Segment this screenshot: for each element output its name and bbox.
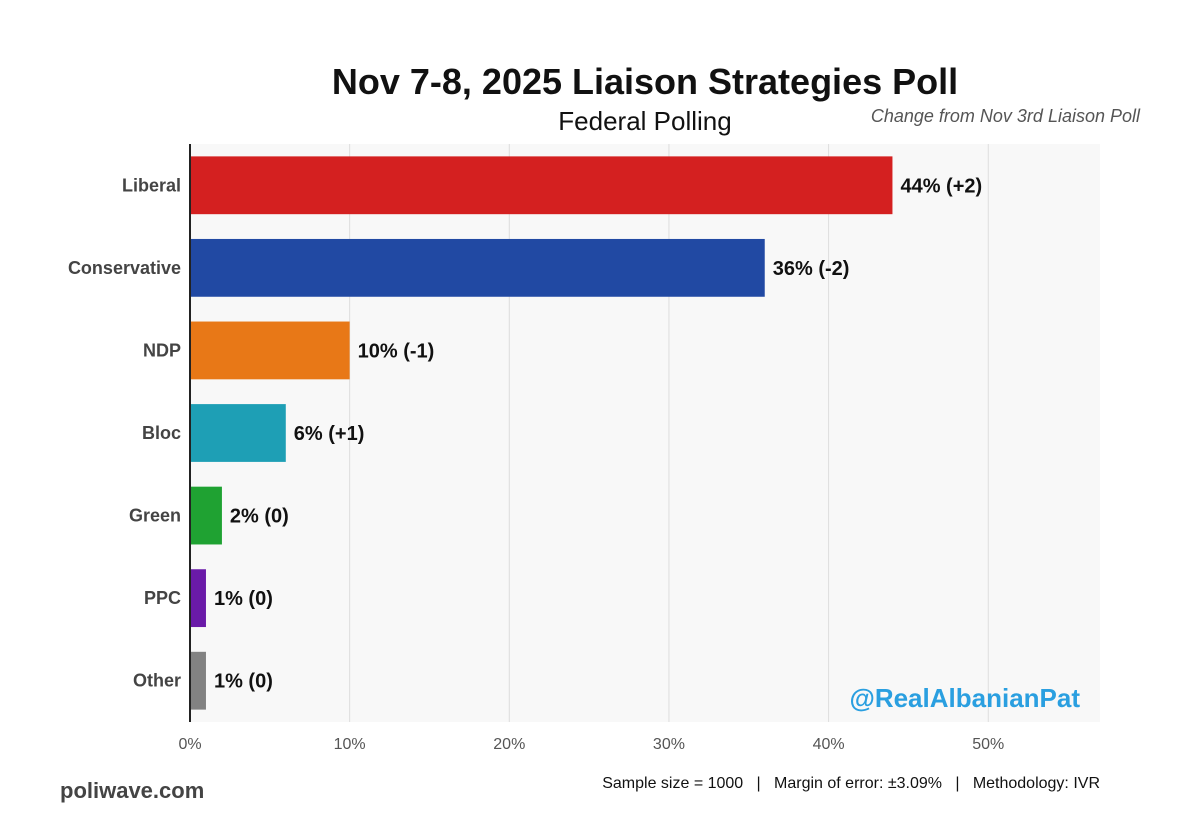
category-label: Other [133,671,181,691]
chart-title: Nov 7-8, 2025 Liaison Strategies Poll [332,61,958,102]
chart-subtitle: Federal Polling [558,106,731,136]
data-label: 1% (0) [214,588,273,610]
bar-conservative [190,238,765,297]
bar-liberal [190,156,893,215]
data-label: 1% (0) [214,671,273,693]
x-tick-label: 10% [334,736,366,753]
bar-ndp [190,321,350,380]
category-label: Green [129,506,181,526]
bar-green [190,486,222,545]
category-label: NDP [143,340,181,360]
data-label: 10% (-1) [358,340,435,362]
x-tick-label: 0% [178,736,201,753]
data-labels: 44% (+2) 36% (-2) 10% (-1) 6% (+1) 2% (0) 1% … [214,175,982,692]
category-label: PPC [144,588,181,608]
category-label: Liberal [122,175,181,195]
change-note: Change from Nov 3rd Liaison Poll [871,106,1141,126]
data-label: 6% (+1) [294,423,365,445]
x-tick-label: 20% [493,736,525,753]
data-label: 44% (+2) [900,175,982,197]
watermark-handle: @RealAlbanianPat [849,683,1080,713]
data-label: 36% (-2) [773,258,850,280]
category-label: Bloc [142,423,181,443]
bar-bloc [190,404,286,462]
methodology-footer: Sample size = 1000 | Margin of error: ±3… [602,775,1100,792]
bars-group [190,156,893,710]
category-label: Conservative [68,258,181,278]
x-tick-label: 40% [813,736,845,753]
bar-other [190,651,206,710]
x-tick-label: 50% [972,736,1004,753]
x-tick-label: 30% [653,736,685,753]
data-label: 2% (0) [230,506,289,528]
category-labels: Liberal Conservative NDP Bloc Green PPC Other [68,175,181,690]
source-label: poliwave.com [60,778,204,803]
x-tick-labels: 0% 10% 20% 30% 40% 50% [178,736,1004,753]
bar-ppc [190,569,206,628]
